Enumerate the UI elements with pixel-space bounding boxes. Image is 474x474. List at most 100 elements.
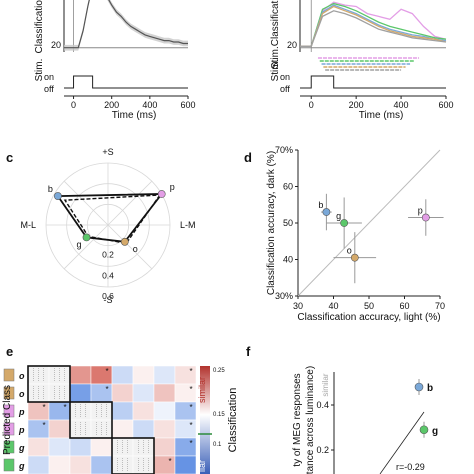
radar-point-b [53,192,62,200]
heatmap-cell [48,455,71,474]
y-tick-label: 70% [275,145,293,155]
colorbar-tick-label: 0.1 [213,442,222,448]
r-tick-label: 0.4 [102,270,114,280]
polar-spoke [63,180,109,226]
panel-letter-c: c [6,150,13,165]
significance-star: * [42,403,45,412]
x-tick-label: 200 [104,100,119,110]
y-axis-label-1: ty of MEG responses [292,373,303,466]
x-tick-label: 40 [328,301,338,311]
axis-label-left: M-L [21,220,37,230]
r-tick-label: 0.6 [102,291,114,301]
error-band [64,0,188,51]
top-note: similar [321,373,330,396]
series-line-4 [300,10,447,47]
x-tick-label: 600 [438,100,453,110]
heatmap-cell [90,365,113,385]
heatmap-cell [111,365,134,385]
radar-label-b: b [48,184,53,194]
correlation-annotation: r=-0.29 [396,462,425,472]
diagonal-block-1 [69,401,113,439]
x-tick-label: 200 [349,100,364,110]
heatmap-cell [132,383,155,403]
heatmap-cell [174,419,197,439]
colorbar [200,366,210,474]
scatter-point-p [421,213,430,222]
light-polygon [56,193,164,243]
row-label: o [19,371,25,381]
row-swatch [3,422,15,436]
heatmap-cell [27,437,50,457]
radar-point-p [157,190,166,198]
stim-trace [300,75,446,89]
heatmap-cell [69,437,92,457]
point-label-g: g [432,426,438,437]
radar-point-o [120,237,129,246]
heatmap-cell [90,437,113,457]
axis-label-right: L-M [180,220,196,230]
radar-label-g: g [77,239,82,249]
significance-star: * [105,385,108,394]
heatmap-cell [69,383,92,403]
x-tick-label: 70 [435,301,445,311]
panel-f-scatter: f 0.4 0.2 ty of MEG responses tance across … [246,344,438,474]
series-line-1 [300,2,447,47]
heatmap-cell [90,383,113,403]
y-tick-label: 20 [287,40,297,50]
heatmap-cell [48,437,71,457]
y-axis-label: Stim.Classification a [270,0,281,69]
diagonal-block-0 [27,365,71,403]
y-axis-label-2: tance across luminance) [305,366,316,474]
row-swatch [3,440,15,454]
point-b [414,382,424,392]
x-tick-label: 30 [293,301,303,311]
scatter-label-b: b [318,200,323,210]
radar-label-o: o [133,244,138,254]
stim-label: Stim. [34,59,45,82]
polar-spoke [63,224,109,270]
significance-star: * [189,421,192,430]
diagonal-block-2 [111,437,155,474]
panel-letter-f: f [246,344,251,359]
y-tick-label: 0.4 [316,400,329,410]
colorbar-top-label: similar [197,377,207,403]
heatmap-cell [174,383,197,403]
heatmap-cell [153,401,176,421]
scatter-label-p: p [418,206,423,216]
polar-spoke [107,224,153,270]
x-tick-label: 60 [399,301,409,311]
heatmap-cell [27,401,50,421]
x-axis-label: Classification accuracy, light (%) [297,312,440,323]
y-tick-label: 30% [275,291,293,301]
x-tick-label: 400 [394,100,409,110]
scatter-label-g: g [336,211,341,221]
heatmap-cell [111,401,134,421]
heatmap-cell [153,383,176,403]
panel-letter-d: d [244,150,252,165]
x-tick-label: 0 [309,100,314,110]
series-line-2 [300,4,447,47]
heatmap-cell [69,365,92,385]
heatmap-cell [69,455,92,474]
point-label-b: b [427,383,433,394]
y-tick-label: 0.2 [316,445,329,455]
r-tick-label: 0.2 [102,250,114,260]
axis-label-bottom: -S [104,295,113,305]
colorbar-tick-label: 0.25 [213,368,225,374]
significance-star: * [105,367,108,376]
row-label: g [18,443,25,453]
heatmap-cell [153,365,176,385]
identity-line [297,149,441,297]
stim-on-label: on [280,72,290,82]
series-line-3 [300,5,447,47]
row-label: p [18,425,25,435]
heatmap-cell [48,401,71,421]
heatmap-cell [90,455,113,474]
scatter-point-b [322,208,331,216]
y-tick-label: 40 [283,255,293,265]
scatter-label-o: o [347,246,352,256]
